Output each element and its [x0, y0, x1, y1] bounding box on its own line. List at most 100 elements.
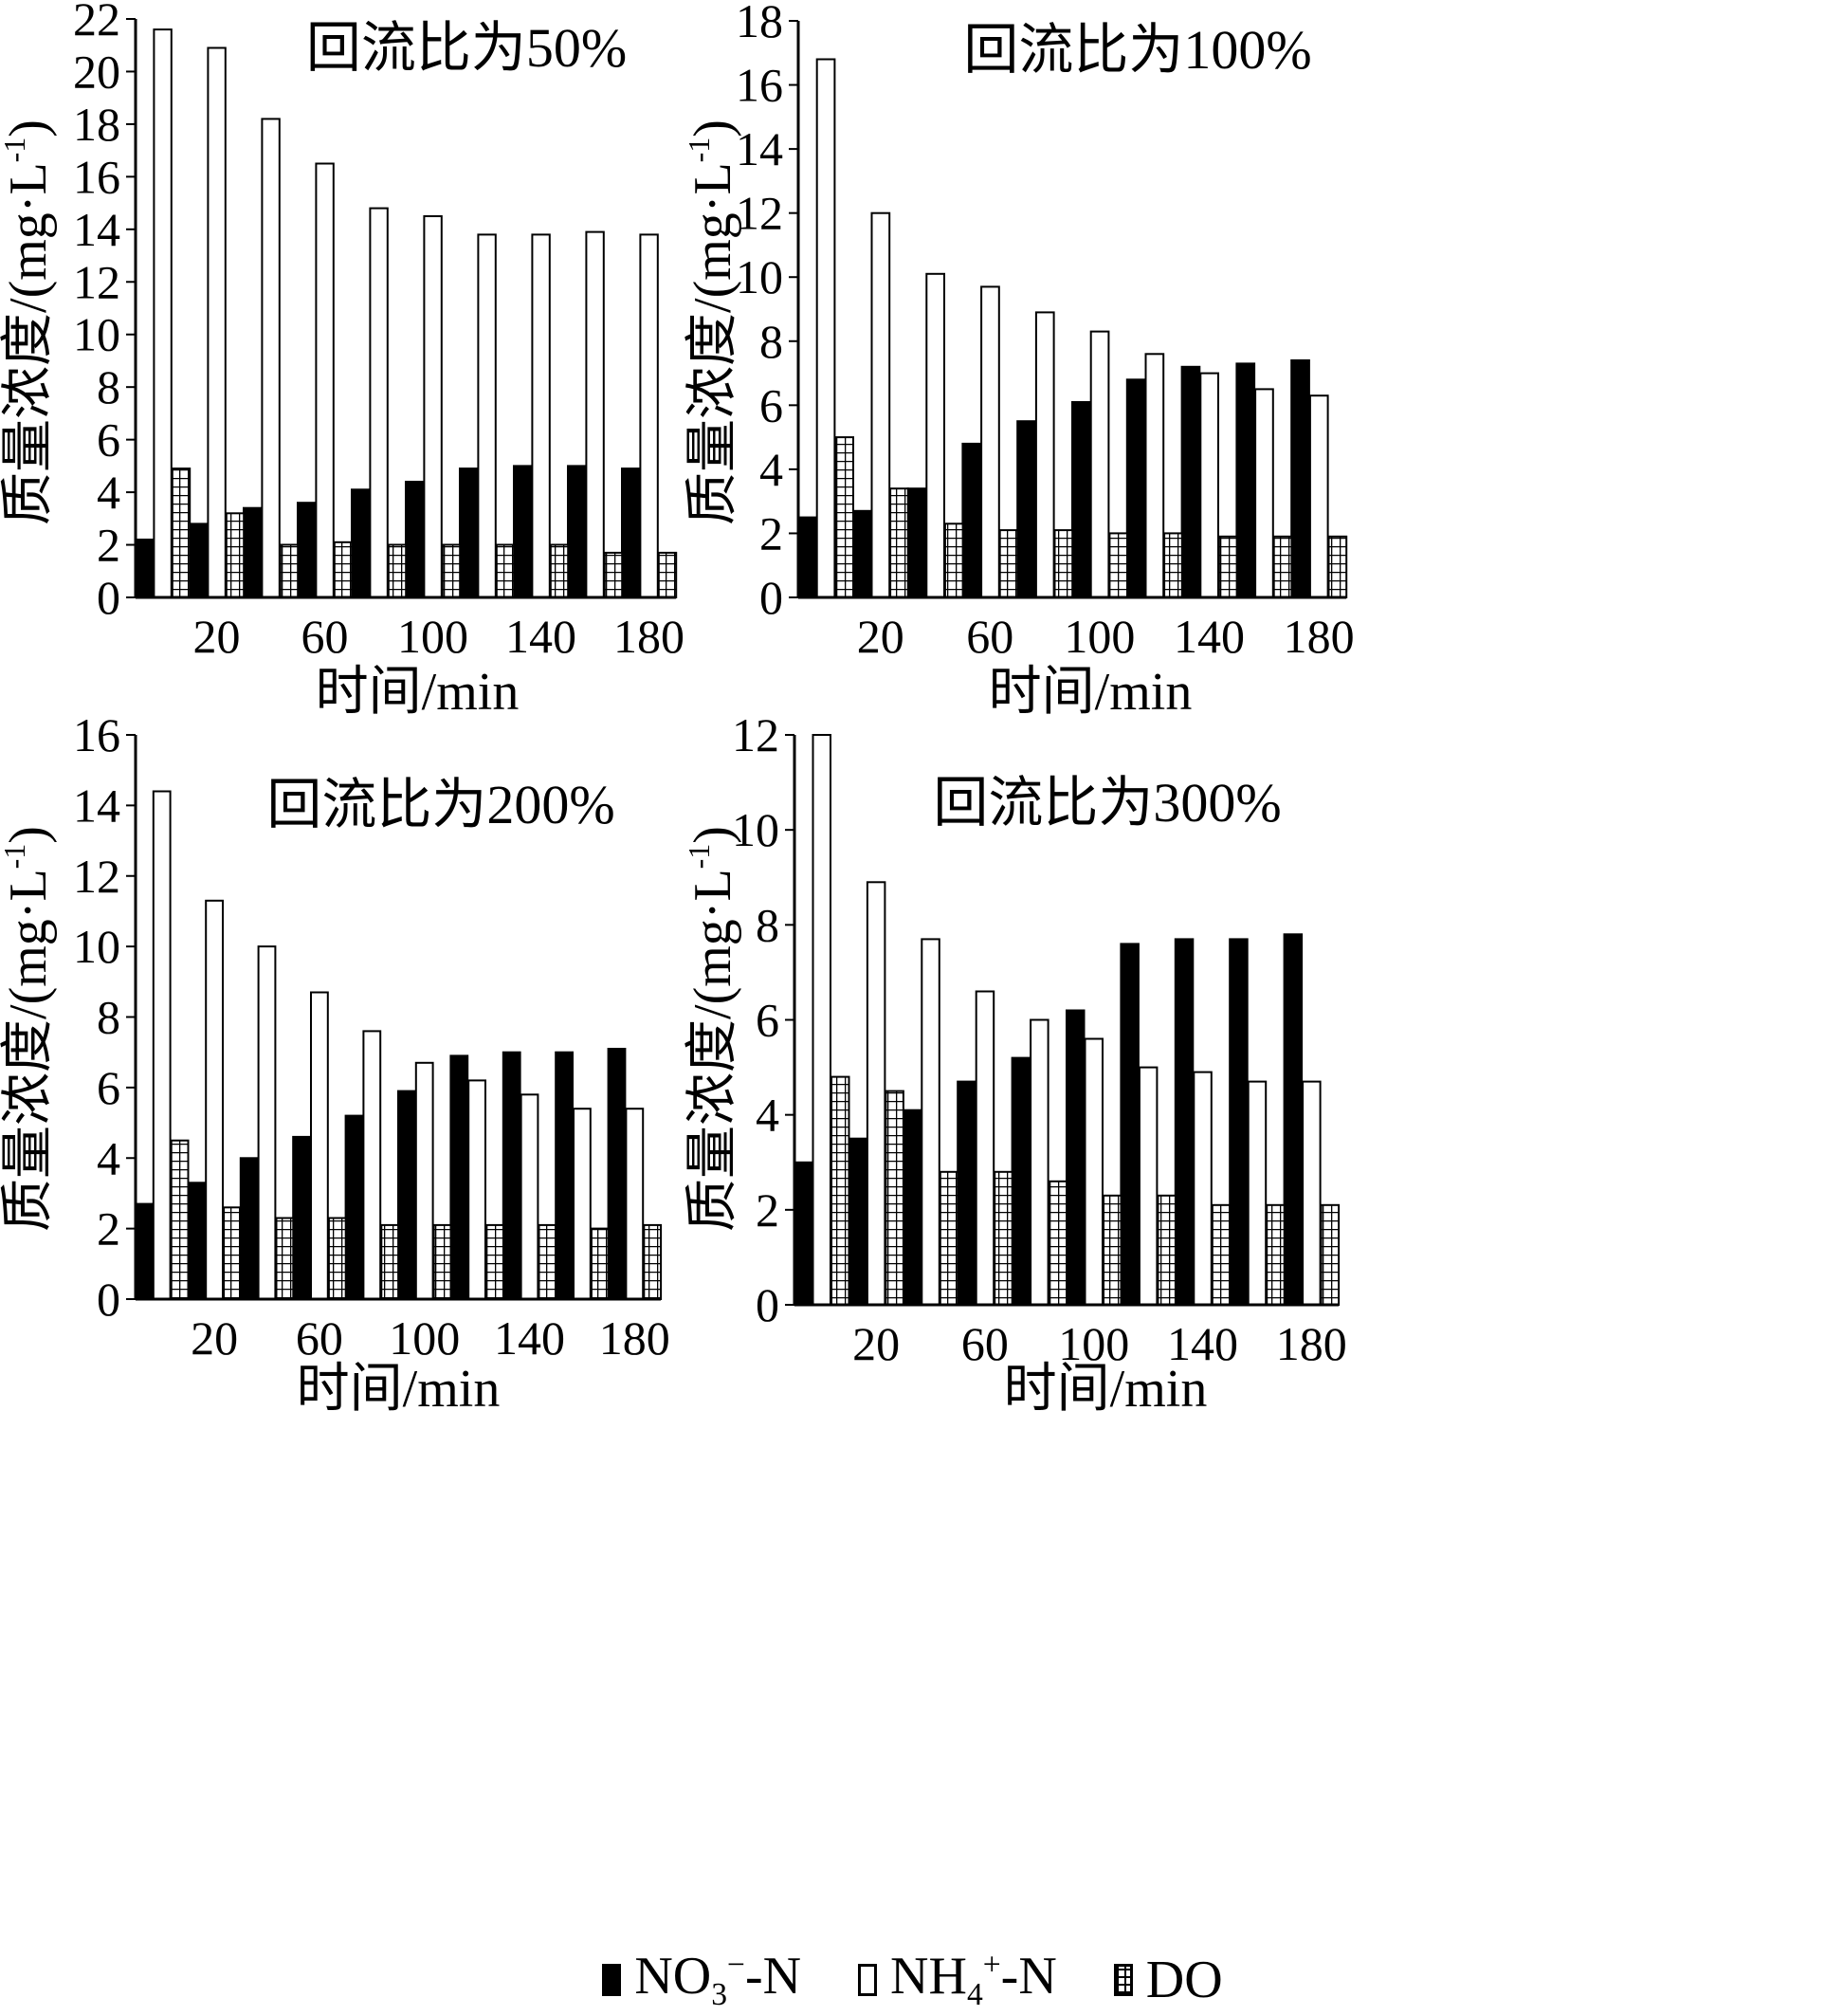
y-axis-label: 质量浓度/(mg·L-1): [682, 119, 742, 525]
bar-ammonium-40: [921, 938, 940, 1307]
bar-nitrate-40: [906, 487, 927, 599]
y-tick-label: 18: [736, 0, 783, 47]
x-tick-label: 100: [1058, 1317, 1129, 1370]
bar-ammonium-60: [980, 285, 1000, 598]
y-tick-label: 2: [97, 1202, 120, 1255]
chart-title: 回流比为100%: [963, 19, 1311, 81]
bar-ammonium-100: [1089, 330, 1110, 598]
x-tick-label: 60: [966, 610, 1013, 663]
y-tick-label: 12: [736, 187, 783, 240]
y-tick-label: 4: [97, 466, 120, 519]
bar-oxygen-80: [1048, 1180, 1068, 1307]
bar-nitrate-180: [1283, 933, 1304, 1306]
bar-oxygen-180: [657, 551, 678, 599]
y-tick-label: 12: [732, 708, 779, 761]
bar-nitrate-40: [902, 1109, 922, 1306]
bar-nitrate-100: [1071, 401, 1091, 598]
y-tick-label: 4: [756, 1089, 779, 1142]
y-tick-label: 20: [73, 45, 120, 98]
y-tick-label: 12: [73, 850, 120, 903]
bar-oxygen-120: [495, 543, 516, 598]
bar-nitrate-60: [961, 442, 982, 598]
bar-oxygen-60: [998, 529, 1019, 598]
bar-nitrate-120: [1125, 378, 1146, 598]
legend-label-ammonium: NH4+-N: [890, 1947, 1057, 2013]
x-tick-label: 20: [852, 1317, 900, 1370]
x-tick-label: 60: [301, 610, 349, 663]
x-tick-label: 180: [599, 1311, 670, 1365]
bar-nitrate-160: [555, 1051, 575, 1300]
bar-ammonium-40: [261, 118, 281, 599]
legend-swatch-nitrate: [602, 1964, 622, 1996]
bar-oxygen-60: [327, 1217, 347, 1300]
y-tick-label: 10: [732, 803, 779, 856]
y-axis-label: 质量浓度/(mg·L-1): [682, 826, 742, 1232]
x-tick-label: 180: [1276, 1317, 1347, 1370]
bar-oxygen-80: [1053, 529, 1074, 598]
bar-nitrate-160: [567, 465, 587, 598]
bar-oxygen-100: [1103, 1194, 1122, 1307]
legend-label-nitrate: NO3−-N: [634, 1947, 802, 2013]
bar-oxygen-20: [889, 487, 909, 599]
x-tick-label: 140: [1174, 610, 1245, 663]
bar-ammonium-120: [1144, 353, 1165, 598]
bar-ammonium-20: [207, 46, 227, 598]
chart-panel-2: 0 2 4 6 8 10 12 14 16 18 20 60 100 140 180 回流比为100% 时间/m…: [682, 0, 1355, 722]
bar-oxygen-20: [225, 512, 246, 598]
x-tick-label: 100: [389, 1311, 460, 1365]
y-tick-label: 2: [97, 519, 120, 572]
legend-label-oxygen: DO: [1145, 1951, 1223, 2009]
bar-nitrate-20: [851, 509, 872, 598]
bar-oxygen-140: [1217, 535, 1238, 598]
x-tick-label: 180: [613, 610, 684, 663]
bar-oxygen-40: [939, 1170, 959, 1307]
bar-nitrate-20: [848, 1137, 867, 1306]
bar-ammonium-60: [975, 990, 995, 1306]
bar-oxygen-140: [538, 1223, 557, 1301]
y-tick-label: 6: [97, 1061, 120, 1114]
y-tick-label: 16: [73, 708, 120, 761]
legend-item-oxygen: DO: [1113, 1950, 1223, 2010]
bar-nitrate-60: [957, 1080, 976, 1306]
bar-ammonium-120: [467, 1079, 487, 1301]
x-axis-label: 时间/min: [1004, 1360, 1208, 1419]
bar-oxygen-180: [1327, 535, 1348, 598]
y-tick-label: 18: [73, 98, 120, 151]
bar-ammonium-120: [1138, 1066, 1159, 1306]
bar-oxygen-120: [1163, 532, 1183, 599]
x-axis-label: 时间/min: [989, 663, 1193, 722]
bar-oxygen-0: [830, 1075, 850, 1306]
x-axis-label: 时间/min: [316, 663, 520, 722]
y-tick-label: 0: [759, 571, 783, 624]
bar-oxygen-60: [994, 1170, 1013, 1307]
legend-item-nitrate: NO3−-N: [602, 1946, 801, 2013]
bar-oxygen-0: [834, 436, 854, 598]
bar-ammonium-180: [1302, 1080, 1322, 1306]
bar-nitrate-100: [405, 481, 425, 598]
x-tick-label: 180: [1284, 610, 1355, 663]
bar-nitrate-180: [607, 1048, 627, 1300]
bar-ammonium-80: [1030, 1018, 1049, 1306]
bar-oxygen-20: [885, 1090, 904, 1306]
bar-oxygen-0: [171, 467, 192, 598]
bar-ammonium-160: [573, 1108, 592, 1300]
y-tick-label: 22: [73, 0, 120, 46]
y-tick-label: 10: [73, 920, 120, 973]
y-tick-label: 10: [736, 250, 783, 303]
y-tick-label: 0: [756, 1278, 779, 1331]
bar-ammonium-140: [1193, 1071, 1213, 1306]
bar-nitrate-0: [135, 539, 155, 598]
bar-nitrate-80: [344, 1114, 364, 1300]
x-tick-label: 100: [397, 610, 468, 663]
y-tick-label: 12: [73, 255, 120, 308]
chart-panel-4: 0 2 4 6 8 10 12 20 60 100 140 180 回流比为300% 时间/min 质量浓度…: [682, 708, 1347, 1419]
bar-oxygen-100: [432, 1223, 452, 1301]
bar-nitrate-0: [797, 516, 817, 598]
bar-nitrate-80: [1011, 1056, 1031, 1306]
bar-ammonium-80: [1034, 311, 1055, 598]
bar-oxygen-40: [275, 1217, 295, 1300]
x-tick-label: 20: [191, 1311, 238, 1365]
bar-ammonium-160: [1254, 388, 1274, 598]
bar-oxygen-140: [549, 543, 570, 598]
